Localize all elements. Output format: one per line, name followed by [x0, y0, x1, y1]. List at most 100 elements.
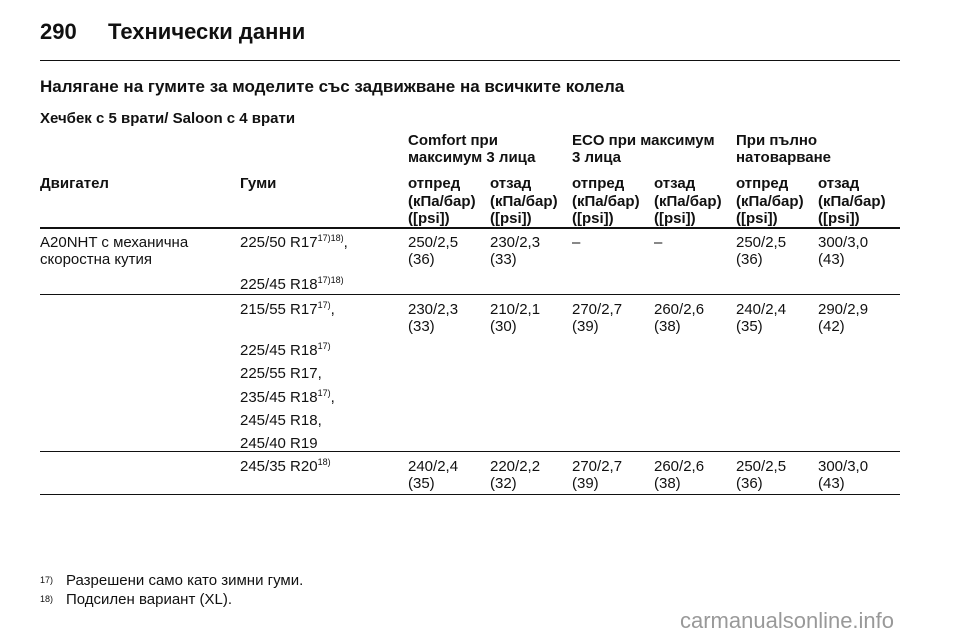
unit-label: (кПа/бар)	[408, 193, 476, 210]
footnote-ref: 17)18)	[317, 275, 344, 285]
table-rule	[40, 227, 900, 229]
pressure-value: (38)	[654, 318, 681, 335]
tire-size: 215/55 R17	[240, 301, 318, 318]
footnote-mark: 18)	[40, 594, 54, 604]
group-header: 3 лица	[572, 149, 622, 166]
footnote-text: Подсилен вариант (XL).	[66, 591, 233, 608]
pressure-value: (33)	[408, 318, 435, 335]
tire-size: 245/45 R18,	[240, 412, 322, 429]
tire: 235/45 R1817),	[240, 388, 335, 407]
unit-label: ([psi])	[736, 210, 778, 227]
group-header: натоварване	[736, 149, 832, 166]
column-header: отзад	[818, 175, 860, 192]
tire-size: 235/45 R18	[240, 389, 318, 406]
table-rule	[40, 494, 900, 495]
pressure-value: 240/2,4	[736, 301, 787, 318]
group-header: максимум 3 лица	[408, 149, 536, 166]
table-rule	[40, 451, 900, 452]
tire-size: 225/55 R17,	[240, 365, 322, 382]
pressure-value: (42)	[818, 318, 845, 335]
pressure-value: 300/3,0	[818, 234, 869, 251]
footnote-ref: 18)	[317, 457, 331, 467]
group-header: ECO при максимум	[572, 132, 715, 149]
pressure-value: (36)	[408, 251, 435, 268]
pressure-value: (33)	[490, 251, 517, 268]
column-header: отпред	[572, 175, 625, 192]
pressure-value: –	[572, 234, 581, 251]
tire-size: 225/45 R18	[240, 342, 318, 359]
tire-tail: ,	[330, 301, 335, 318]
engine: A20NHT с механична	[40, 234, 189, 251]
section-title: Налягане на гумите за моделите със задви…	[40, 77, 625, 96]
pressure-value: 240/2,4	[408, 458, 459, 475]
pressure-value: (36)	[736, 475, 763, 492]
tire-size: 225/45 R18	[240, 276, 318, 293]
unit-label: (кПа/бар)	[736, 193, 804, 210]
pressure-value: 270/2,7	[572, 458, 623, 475]
pressure-value: (30)	[490, 318, 517, 335]
pressure-value: (38)	[654, 475, 681, 492]
unit-label: ([psi])	[572, 210, 614, 227]
footnote-text: Разрешени само като зимни гуми.	[66, 572, 304, 589]
tire-size: 245/35 R20	[240, 458, 318, 475]
tire: 245/45 R18,	[240, 412, 322, 429]
tire-tail: ,	[330, 389, 335, 406]
pressure-value: (43)	[818, 251, 845, 268]
unit-label: ([psi])	[654, 210, 696, 227]
group-header: При пълно	[736, 132, 818, 149]
watermark: carmanualsonline.info	[680, 608, 895, 633]
footnote-ref: 17)	[317, 300, 331, 310]
footnote-ref: 17)	[317, 388, 331, 398]
tire: 215/55 R1717),	[240, 300, 335, 319]
column-header: отпред	[408, 175, 461, 192]
pressure-value: 250/2,5	[408, 234, 459, 251]
unit-label: ([psi])	[490, 210, 532, 227]
table-rule	[40, 294, 900, 295]
footnote-mark: 17)	[40, 575, 54, 585]
unit-label: ([psi])	[408, 210, 450, 227]
column-header: Двигател	[40, 175, 109, 192]
tire: 245/40 R19	[240, 435, 318, 452]
pressure-value: 230/2,3	[408, 301, 459, 318]
pressure-value: (35)	[408, 475, 435, 492]
pressure-value: 290/2,9	[818, 301, 869, 318]
pressure-value: (43)	[818, 475, 845, 492]
pressure-value: 230/2,3	[490, 234, 541, 251]
unit-label: (кПа/бар)	[490, 193, 558, 210]
column-header: отзад	[654, 175, 696, 192]
footnote-ref: 17)18)	[317, 233, 344, 243]
group-header: Comfort при	[408, 132, 498, 149]
pressure-value: 250/2,5	[736, 458, 787, 475]
pressure-value: (32)	[490, 475, 517, 492]
tire: 245/35 R2018)	[240, 457, 331, 476]
tire-tail: ,	[343, 234, 348, 251]
pressure-value: 300/3,0	[818, 458, 869, 475]
tire-size: 225/50 R17	[240, 234, 318, 251]
unit-label: ([psi])	[818, 210, 860, 227]
tire-size: 245/40 R19	[240, 435, 318, 452]
pressure-value: (39)	[572, 318, 599, 335]
unit-label: (кПа/бар)	[572, 193, 640, 210]
pressure-value: (35)	[736, 318, 763, 335]
pressure-value: 260/2,6	[654, 301, 705, 318]
pressure-value: (36)	[736, 251, 763, 268]
page-number: 290	[40, 19, 77, 44]
pressure-value: 260/2,6	[654, 458, 705, 475]
column-header: отпред	[736, 175, 789, 192]
pressure-value: –	[654, 234, 663, 251]
page-title: Технически данни	[108, 19, 306, 44]
column-header: Гуми	[240, 175, 277, 192]
tire: 225/45 R1817)	[240, 341, 331, 360]
footnote-ref: 17)	[317, 341, 331, 351]
pressure-value: 220/2,2	[490, 458, 541, 475]
engine: скоростна кутия	[40, 251, 153, 268]
unit-label: (кПа/бар)	[818, 193, 886, 210]
unit-label: (кПа/бар)	[654, 193, 722, 210]
pressure-value: 250/2,5	[736, 234, 787, 251]
tire: 225/55 R17,	[240, 365, 322, 382]
tire: 225/50 R1717)18),	[240, 233, 348, 252]
tire: 225/45 R1817)18)	[240, 275, 344, 294]
header-rule	[40, 60, 900, 61]
subtitle: Хечбек с 5 врати/ Saloon с 4 врати	[40, 110, 296, 127]
